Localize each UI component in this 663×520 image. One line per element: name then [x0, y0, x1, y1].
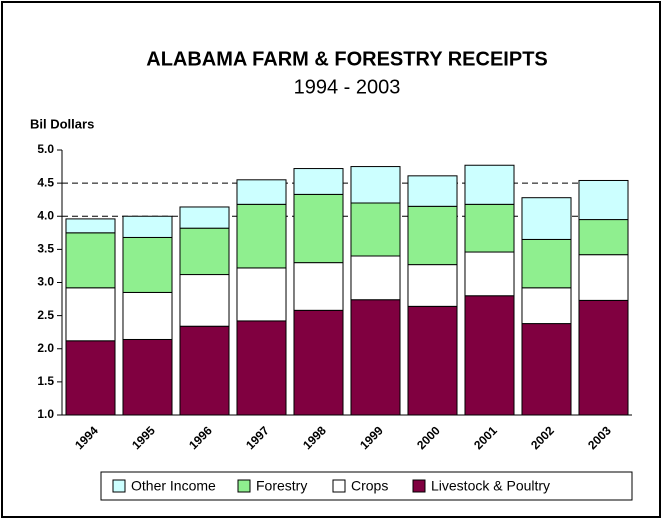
- bar-segment: [293, 262, 344, 311]
- bar-segment: [521, 238, 572, 289]
- legend-label: Livestock & Poultry: [431, 478, 550, 494]
- bar-segment: [122, 215, 173, 238]
- bar-segment: [407, 264, 458, 307]
- y-tick-label: 1.0: [37, 407, 54, 421]
- y-tick-label: 4.5: [37, 175, 54, 189]
- y-tick-label: 2.0: [37, 341, 54, 355]
- bar-segment: [236, 267, 287, 322]
- bar-segment: [179, 274, 230, 327]
- bar-segment: [521, 197, 572, 240]
- legend-label: Crops: [351, 478, 388, 494]
- bar-segment: [350, 202, 401, 257]
- legend-box: [100, 471, 633, 501]
- bar-segment: [293, 168, 344, 195]
- y-tick-label: 3.5: [37, 242, 54, 256]
- chart-title: ALABAMA FARM & FORESTRY RECEIPTS: [146, 48, 548, 70]
- legend-label: Forestry: [256, 478, 307, 494]
- bar-segment: [578, 254, 629, 301]
- bar-segment: [521, 323, 572, 416]
- legend-swatch: [237, 479, 251, 493]
- bar-segment: [407, 175, 458, 207]
- bar-segment: [122, 291, 173, 340]
- bar-segment: [65, 232, 116, 289]
- bar-segment: [65, 287, 116, 342]
- bar-segment: [122, 236, 173, 293]
- legend-swatch: [412, 479, 426, 493]
- y-axis-label: Bil Dollars: [30, 116, 94, 131]
- bar-segment: [464, 251, 515, 297]
- bar-segment: [407, 205, 458, 266]
- chart-subtitle: 1994 - 2003: [294, 76, 401, 98]
- y-tick-label: 3.0: [37, 275, 54, 289]
- bar-segment: [350, 166, 401, 204]
- y-tick-label: 1.5: [37, 374, 54, 388]
- bar-segment: [236, 320, 287, 416]
- bar-segment: [179, 227, 230, 276]
- bar-segment: [464, 164, 515, 205]
- bar-segment: [578, 179, 629, 221]
- bar-segment: [65, 218, 116, 234]
- y-tick-label: 2.5: [37, 308, 54, 322]
- bar-segment: [236, 179, 287, 205]
- bar-segment: [464, 203, 515, 253]
- bar-segment: [521, 287, 572, 325]
- bar-segment: [578, 219, 629, 256]
- bar-segment: [122, 338, 173, 416]
- legend-swatch: [112, 479, 126, 493]
- legend-swatch: [332, 479, 346, 493]
- bar-segment: [179, 325, 230, 416]
- y-tick-label: 5.0: [37, 142, 54, 156]
- bar-segment: [293, 193, 344, 264]
- bar-segment: [293, 309, 344, 416]
- bar-segment: [350, 255, 401, 301]
- bar-segment: [350, 299, 401, 416]
- bar-segment: [407, 305, 458, 416]
- bar-segment: [464, 295, 515, 416]
- y-tick-label: 4.0: [37, 208, 54, 222]
- bar-segment: [179, 206, 230, 229]
- bar-segment: [65, 340, 116, 416]
- legend-label: Other Income: [131, 478, 216, 494]
- bar-segment: [236, 203, 287, 269]
- bar-segment: [578, 299, 629, 416]
